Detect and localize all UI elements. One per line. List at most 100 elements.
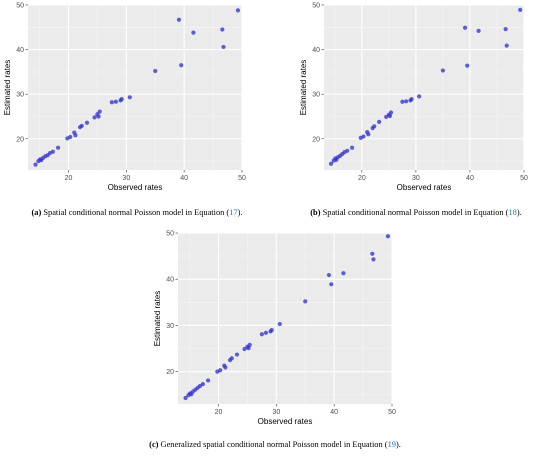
data-point [109,100,114,105]
caption-a-equation-link[interactable]: 17 [229,208,238,217]
data-point [68,134,73,140]
data-point [200,382,205,387]
y-tick-label: 30 [312,92,320,99]
caption-c-equation-link[interactable]: 19 [387,440,396,449]
data-point [440,68,446,73]
caption-b-equation-link[interactable]: 18 [508,208,517,217]
plot-background-a [28,5,242,170]
y-tick-label: 50 [166,231,174,238]
data-point [387,113,393,119]
data-point [263,330,269,335]
data-point [303,299,308,304]
x-tick-label: 50 [388,409,396,416]
data-point [259,332,264,337]
data-point [476,28,481,33]
data-point [205,378,211,383]
scatter-panel-b: 20 30 40 50 20 30 40 50 Observed rates Estimated … [296,0,528,193]
data-point [462,25,468,30]
scatter-panel-c: 20 30 40 50 20 30 40 50 Observed rates Estimated … [150,228,400,427]
data-point [84,120,90,125]
x-tick-label: 40 [180,175,188,182]
data-point [329,282,334,287]
data-point [246,345,251,351]
data-point [242,346,247,352]
data-point [97,109,102,114]
plot-background-c [178,233,392,404]
data-point [361,134,366,139]
data-point [371,257,376,262]
data-point [92,115,97,120]
data-point [127,95,132,100]
y-tick-label: 50 [312,3,320,10]
caption-b-text: Spatial conditional normal Poisson model… [320,208,509,217]
data-point [372,124,377,129]
data-point [277,321,282,327]
data-point [345,148,350,153]
x-tick-label: 50 [520,175,528,182]
data-point [113,99,119,104]
data-point [234,352,240,357]
data-point [388,110,394,115]
x-tick-label: 30 [272,409,280,416]
data-point [79,123,84,128]
data-point [417,94,422,99]
data-point [33,162,38,167]
caption-a-text: Spatial conditional normal Poisson model… [41,208,230,217]
data-point [366,132,371,137]
data-point [247,342,252,347]
caption-b: (b) Spatial conditional normal Poisson m… [282,208,550,217]
scatter-plot-b: 20 30 40 50 20 30 40 50 Observed rates Estimated … [299,3,528,193]
data-point [191,30,196,35]
caption-b-label: (b) [310,208,321,217]
data-point [385,234,391,239]
caption-c: (c) Generalized spatial conditional norm… [90,440,460,449]
data-point [400,99,405,104]
data-point [504,43,509,48]
y-tick-label: 40 [166,277,174,284]
caption-a-end: ). [237,208,243,217]
y-tick-label: 50 [16,3,24,10]
x-tick-label: 40 [466,175,474,182]
data-point [328,161,334,166]
data-point [153,68,158,74]
caption-c-label: (c) [149,440,159,449]
caption-c-text: Generalized spatial conditional normal P… [158,440,388,449]
y-tick-label: 20 [166,369,174,376]
caption-a: (a) Spatial conditional normal Poisson m… [0,208,274,217]
data-point [50,149,55,154]
data-point [73,133,78,138]
caption-b-end: ). [516,208,522,217]
y-tick-label: 20 [312,136,320,143]
y-tick-label: 30 [166,323,174,330]
y-tick-label: 20 [16,136,24,143]
data-point [176,17,182,22]
x-tick-label: 30 [122,175,130,182]
scatter-panel-a: 20 30 40 50 20 30 40 50 Observed rates Estimated … [0,0,250,193]
x-tick-label: 50 [238,175,246,182]
data-point [229,356,234,361]
data-point [221,44,226,50]
data-point [370,251,375,256]
data-point [183,395,188,401]
data-point [119,96,124,102]
data-point [55,145,61,150]
data-point [326,272,332,278]
data-point [465,63,470,68]
x-tick-label: 20 [65,175,73,182]
data-point [179,63,184,68]
x-tick-label: 40 [330,409,338,416]
data-point [377,119,382,124]
data-point [503,26,508,32]
y-tick-label: 40 [16,47,24,54]
y-tick-label: 30 [16,92,24,99]
x-axis-label: Observed rates [108,183,163,192]
data-point [223,365,228,370]
data-point [409,96,414,102]
y-axis-label: Estimated rates [3,60,12,116]
data-point [404,99,409,104]
x-tick-label: 30 [412,175,420,182]
caption-c-end: ). [395,440,401,449]
scatter-plot-c: 20 30 40 50 20 30 40 50 Observed rates Estimated … [153,231,396,427]
y-axis-label: Estimated rates [299,60,308,116]
data-point [96,114,101,119]
